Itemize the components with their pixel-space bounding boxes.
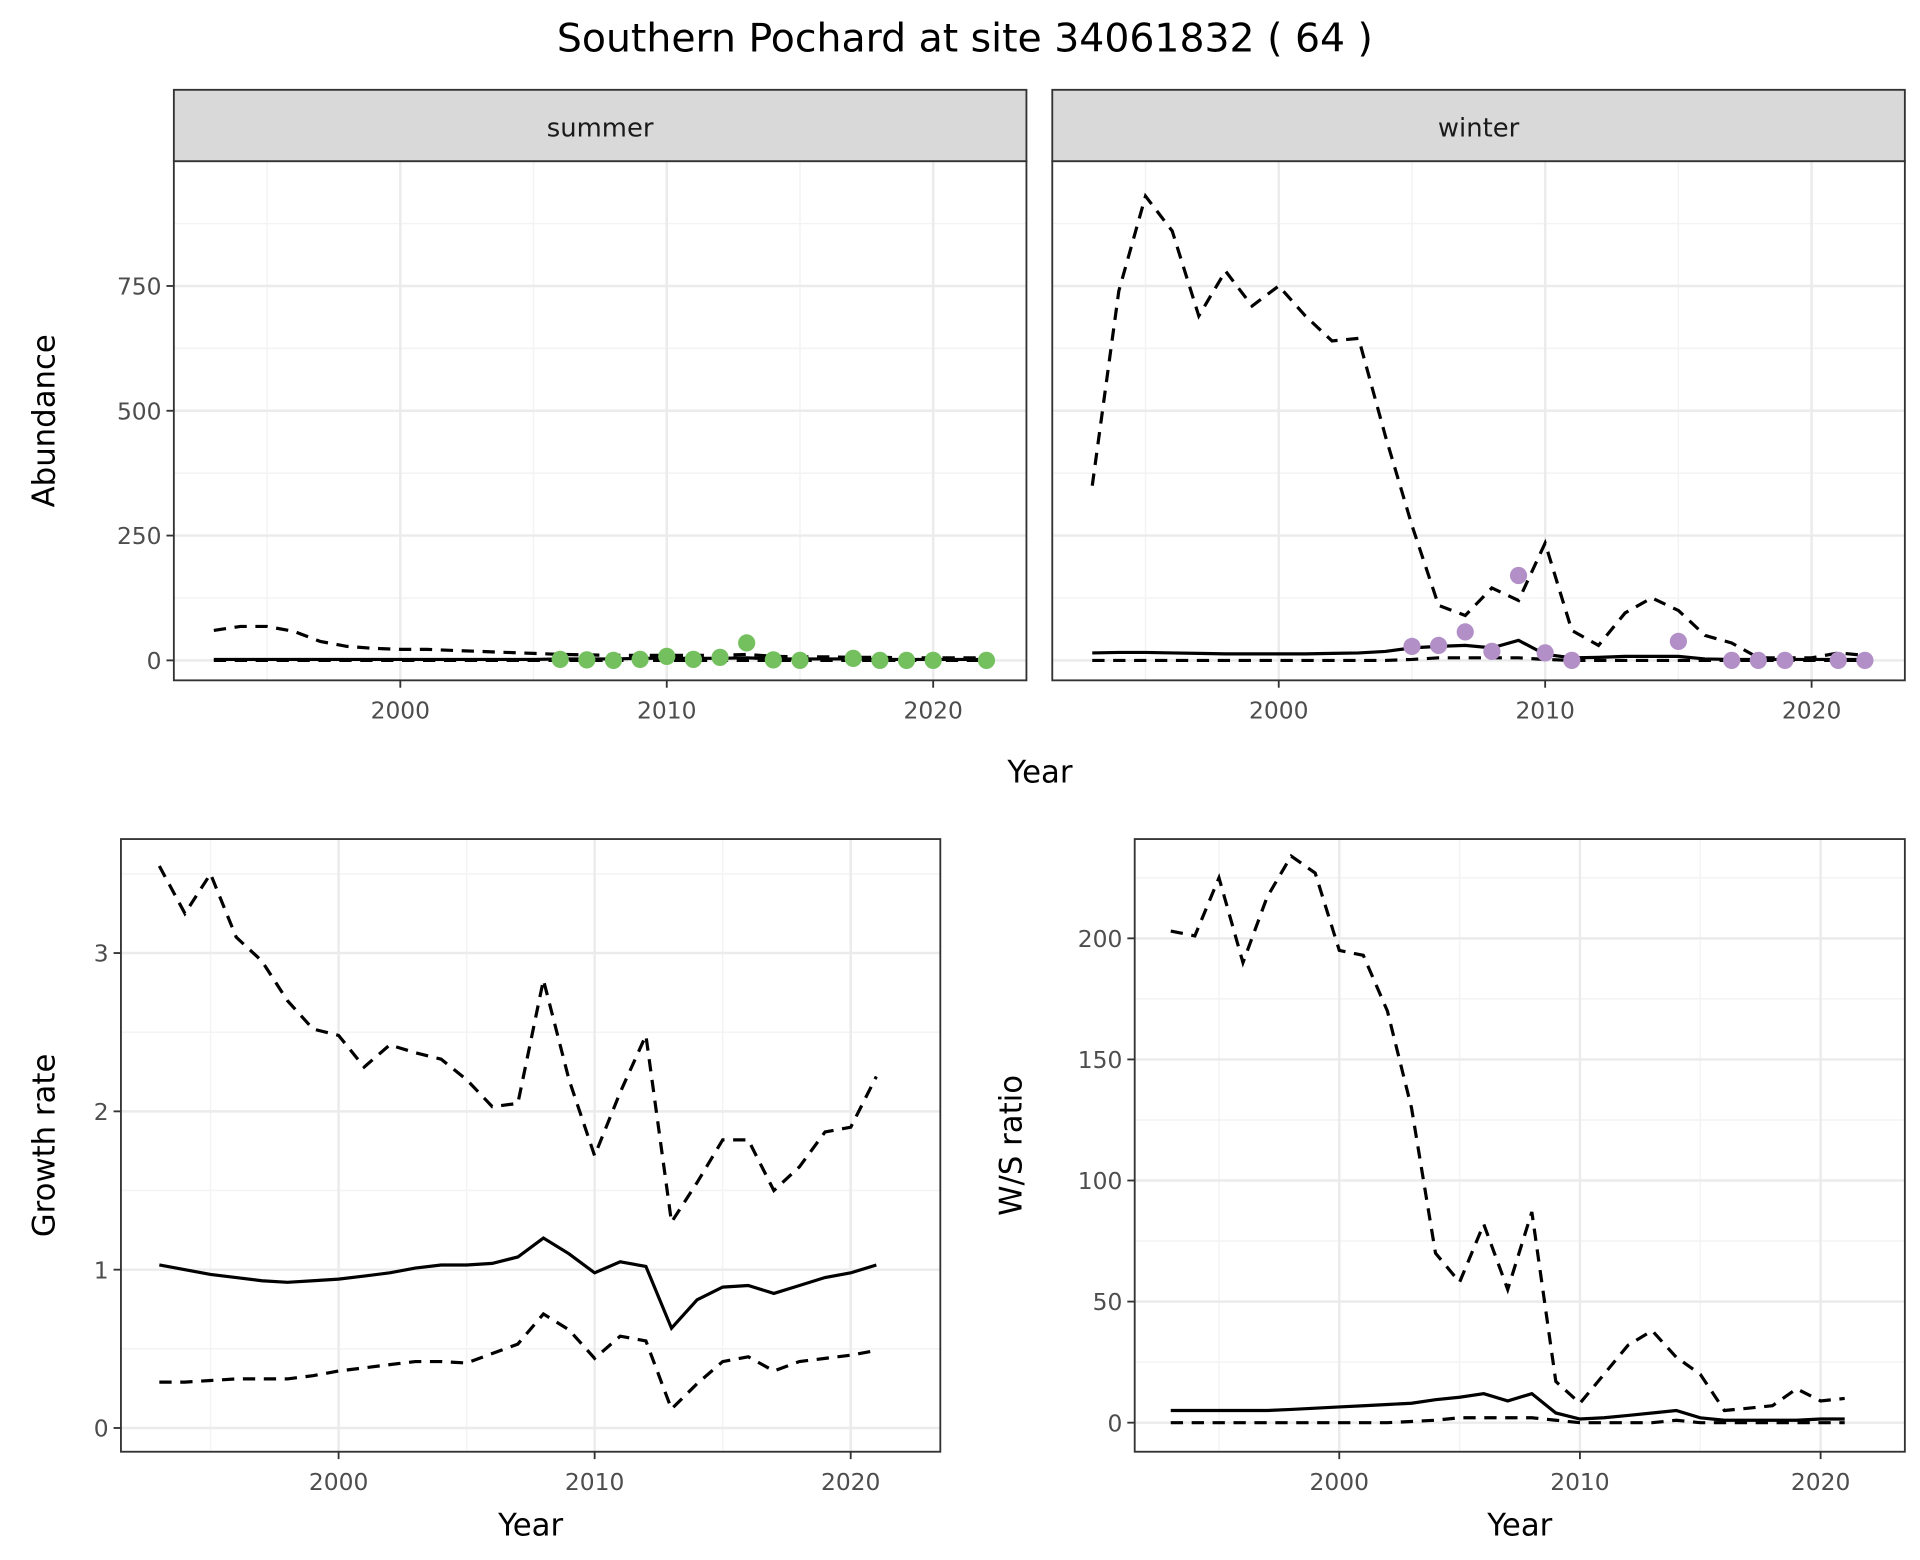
x-axis-title: Year <box>497 1507 563 1543</box>
plot-background <box>1134 839 1905 1452</box>
upper-bound-line <box>157 865 878 1227</box>
lower-bound-line <box>1170 1416 1845 1425</box>
facet-label: winter <box>1438 114 1520 144</box>
observation-point <box>578 651 596 669</box>
observation-point <box>1429 636 1448 655</box>
x-tick-label: 2020 <box>903 696 962 724</box>
x-tick-label: 2000 <box>1310 1468 1369 1496</box>
observation-point <box>871 651 889 669</box>
observation-point <box>631 650 649 668</box>
chart-title: Southern Pochard at site 34061832 ( 64 ) <box>557 16 1373 62</box>
upper-bound-line <box>213 624 987 660</box>
y-axis-title: W/S ratio <box>994 1075 1030 1216</box>
x-tick-label: 2000 <box>1249 696 1308 724</box>
mean-line <box>1170 1391 1845 1422</box>
x-tick-label: 2010 <box>637 696 696 724</box>
observation-point <box>1483 642 1501 661</box>
x-axis-title: Year <box>1006 754 1072 790</box>
lower-bound-line <box>159 1311 877 1412</box>
observation-point <box>1456 623 1474 641</box>
y-tick-label: 100 <box>1078 1167 1123 1195</box>
panel-summer: summer 2000 2010 2020 0 250 500 750 <box>117 88 1028 724</box>
observation-point <box>977 651 996 669</box>
observation-point <box>1856 651 1874 669</box>
observation-point <box>604 651 623 669</box>
lower-bound-line <box>1092 656 1865 663</box>
plot-background <box>120 839 941 1452</box>
y-tick-label: 3 <box>94 940 109 968</box>
observation-point <box>1749 651 1767 669</box>
y-tick-label: 0 <box>1108 1409 1123 1437</box>
facet-label: summer <box>547 114 654 144</box>
y-tick-label: 0 <box>94 1415 109 1443</box>
observation-point <box>1829 651 1847 669</box>
y-tick-label: 150 <box>1078 1046 1123 1074</box>
observation-point <box>711 648 729 666</box>
y-tick-label: 750 <box>117 273 162 301</box>
observation-point <box>1509 566 1528 585</box>
upper-bound-line <box>1090 192 1866 660</box>
y-tick-label: 200 <box>1078 925 1123 953</box>
observation-point <box>1723 651 1741 669</box>
x-tick-label: 2020 <box>821 1468 880 1496</box>
panel-border <box>1133 838 1906 1453</box>
plot-background <box>1052 161 1905 681</box>
y-tick-label: 50 <box>1093 1288 1123 1316</box>
x-tick-label: 2000 <box>309 1468 368 1496</box>
x-tick-label: 2020 <box>1782 696 1841 724</box>
observation-point <box>738 634 756 652</box>
observation-point <box>551 650 569 668</box>
x-tick-label: 2010 <box>1515 696 1574 724</box>
observation-point <box>658 647 676 665</box>
observation-point <box>844 649 862 667</box>
panel-winter: winter 2000 2010 2020 <box>1051 88 1906 724</box>
observation-point <box>897 651 916 669</box>
y-tick-label: 0 <box>147 647 162 675</box>
panel-ratio: 2000 2010 2020 0 50 100 150 200 Year W/S ratio <box>994 838 1906 1543</box>
facet-strip <box>172 88 1028 163</box>
observation-point <box>1403 637 1421 656</box>
mean-line <box>213 656 987 662</box>
mean-line <box>159 1236 877 1332</box>
x-tick-label: 2020 <box>1791 1468 1850 1496</box>
observation-point <box>764 651 782 669</box>
y-tick-label: 2 <box>94 1098 109 1126</box>
observation-point <box>684 650 703 668</box>
x-tick-label: 2000 <box>371 696 430 724</box>
observation-point <box>924 651 942 669</box>
panel-growth: 2000 2010 2020 0 1 2 3 Year Growth rate <box>27 838 942 1543</box>
observation-point <box>1776 651 1794 669</box>
observation-point <box>1563 651 1581 669</box>
observation-point <box>1536 644 1554 662</box>
panel-border <box>120 838 942 1453</box>
observation-point <box>791 651 809 669</box>
y-tick-label: 250 <box>117 522 162 550</box>
y-tick-label: 500 <box>117 397 162 425</box>
upper-bound-line <box>1170 853 1845 1413</box>
facet-strip <box>1051 88 1906 163</box>
x-tick-label: 2010 <box>565 1468 624 1496</box>
y-axis-title: Growth rate <box>27 1054 63 1238</box>
y-tick-label: 1 <box>94 1256 109 1284</box>
observation-point <box>1669 632 1688 651</box>
x-tick-label: 2010 <box>1550 1468 1609 1496</box>
plot-background <box>173 161 1027 681</box>
y-axis-title: Abundance <box>27 334 63 507</box>
x-axis-title: Year <box>1486 1507 1552 1543</box>
